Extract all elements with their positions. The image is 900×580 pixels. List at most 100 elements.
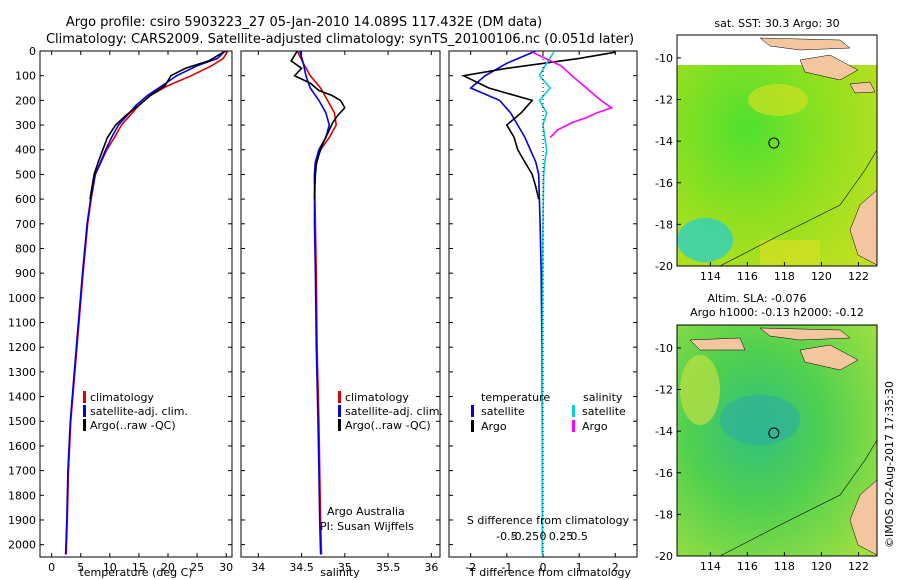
series-line-s-argo: [531, 51, 614, 138]
series-line-satellite-adj-clim-: [299, 51, 331, 555]
map-lat-label: -18: [655, 218, 673, 231]
depth-tick-label: 0: [29, 45, 36, 58]
sla-high-patch: [680, 355, 720, 425]
sst-map-panel: sat. SST: 30.3 Argo: 30 114 116 118 120 122 -…: [655, 17, 878, 283]
s-diff-tick-label: 0: [540, 530, 547, 543]
sla-map-subtitle: Argo h1000: -0.13 h2000: -0.12: [690, 306, 864, 319]
land-shape: [759, 327, 851, 341]
map-lat-label: -14: [655, 135, 673, 148]
sst-yellow-patch: [748, 84, 808, 116]
salinity-plot-frame: [240, 50, 441, 558]
x-tick-label: 10: [103, 561, 117, 574]
land-shape: [799, 344, 859, 371]
map-lat-label: -12: [655, 94, 673, 107]
salinity-y-ticks: [241, 50, 440, 546]
land-shape: [799, 54, 859, 81]
map-lon-label: 120: [811, 560, 832, 573]
x-tick-label: 0: [540, 561, 547, 574]
depth-tick-label: 100: [15, 70, 36, 83]
map-lon-label: 114: [700, 560, 721, 573]
sla-map-title: Altim. SLA: -0.076: [707, 292, 806, 305]
salinity-difference-ticks: -0.5-0.25 0 0.250.5: [496, 530, 588, 543]
temperature-plot-frame: [39, 50, 233, 558]
map-lon-label: 114: [700, 270, 721, 283]
x-tick-label: 5: [77, 561, 84, 574]
x-tick-label: 1: [576, 561, 583, 574]
salinity-panel: 34 34.5 35 35.5 36 climatology satellite-adj…: [240, 50, 443, 579]
x-tick-label: 36: [424, 561, 438, 574]
depth-tick-label: 300: [15, 119, 36, 132]
salinity-lines: [290, 51, 346, 555]
map-lat-label: -20: [655, 260, 673, 273]
map-lat-label: -18: [655, 508, 673, 521]
argo-float-marker: [768, 137, 780, 149]
salinity-legend: climatology satellite-adj. clim. Argo(..…: [338, 391, 443, 432]
x-tick-label: 20: [161, 561, 175, 574]
sla-map-panel: Altim. SLA: -0.076 Argo h1000: -0.13 h20…: [655, 292, 878, 573]
temperature-x-axis: 0 5 10 15 20 25 30: [48, 51, 233, 574]
map-lat-label: -10: [655, 52, 673, 65]
depth-tick-label: 1000: [8, 292, 36, 305]
map-lat-label: -20: [655, 550, 673, 563]
temperature-lines: [64, 51, 229, 555]
map-lon-label: 118: [774, 560, 795, 573]
difference-y-ticks: [449, 50, 637, 546]
legend-label-climatology: climatology: [345, 391, 409, 404]
bathymetry-contour: [719, 439, 878, 557]
legend-swatch-argo: [338, 419, 341, 431]
land-shape: [759, 37, 851, 51]
depth-tick-label: 1900: [8, 514, 36, 527]
difference-lines: [460, 51, 616, 557]
salinity-note-line1: Argo Australia: [327, 505, 405, 518]
s-diff-tick-label: 0.5: [570, 530, 588, 543]
depth-tick-label: 1200: [8, 341, 36, 354]
legend-label-argo: Argo(..raw -QC): [345, 419, 431, 432]
series-line-argo-raw-qc-: [89, 51, 224, 200]
x-tick-label: 35: [338, 561, 352, 574]
depth-tick-label: 900: [15, 267, 36, 280]
s-diff-tick-label: -0.5: [496, 530, 517, 543]
x-tick-label: 35.5: [376, 561, 401, 574]
sla-map-frame: [676, 324, 878, 557]
legend-label-argo: Argo(..raw -QC): [90, 419, 176, 432]
x-tick-label: 25: [190, 561, 204, 574]
series-line-satellite-adj-clim-: [64, 51, 226, 555]
sla-map-axes: 114 116 118 120 122 -10 -12 -14 -16 -18 -20: [655, 342, 869, 573]
depth-tick-label: 600: [15, 193, 36, 206]
series-line-argo-raw-qc-: [290, 51, 346, 200]
legend-swatch-satellite: [338, 405, 341, 417]
x-tick-label: 34.5: [289, 561, 314, 574]
map-lat-label: -12: [655, 384, 673, 397]
depth-tick-label: 2000: [8, 539, 36, 552]
x-tick-label: -2: [465, 561, 476, 574]
legend-swatch-satellite: [83, 405, 86, 417]
s-diff-tick-label: 0.25: [549, 530, 574, 543]
imos-credit: ©IMOS 02-Aug-2017 17:35:30: [883, 381, 896, 548]
map-lat-label: -14: [655, 425, 673, 438]
legend-swatch-s-satellite: [572, 405, 575, 417]
legend-swatch-s-argo: [572, 420, 575, 432]
s-diff-tick-label: -0.25: [511, 530, 539, 543]
depth-tick-label: 1500: [8, 415, 36, 428]
x-tick-label: 34: [251, 561, 265, 574]
temperature-panel: 0100200300400500600700800900100011001200…: [8, 45, 233, 579]
x-tick-label: 15: [132, 561, 146, 574]
depth-tick-label: 1300: [8, 366, 36, 379]
map-lat-label: -16: [655, 177, 673, 190]
figure-title-line1: Argo profile: csiro 5903223_27 05-Jan-20…: [66, 15, 542, 30]
difference-x-label: T difference from climatology: [468, 566, 631, 579]
legend-label-climatology: climatology: [90, 391, 154, 404]
legend-label-s-argo: Argo: [582, 420, 608, 433]
sst-map-title: sat. SST: 30.3 Argo: 30: [714, 17, 839, 30]
legend-title-salinity: salinity: [583, 391, 623, 404]
map-lon-label: 116: [737, 270, 758, 283]
legend-swatch-climatology: [338, 391, 341, 403]
sst-cool-patch: [677, 218, 733, 262]
x-tick-label: 0: [48, 561, 55, 574]
sst-map-axes: 114 116 118 120 122 -10 -12 -14 -16 -18 -20: [655, 52, 869, 283]
salinity-note-line2: PI: Susan Wijffels: [320, 520, 414, 533]
land-shape: [689, 337, 746, 351]
bathymetry-contour: [719, 149, 878, 267]
figure-title-line2: Climatology: CARS2009. Satellite-adjuste…: [46, 32, 634, 47]
